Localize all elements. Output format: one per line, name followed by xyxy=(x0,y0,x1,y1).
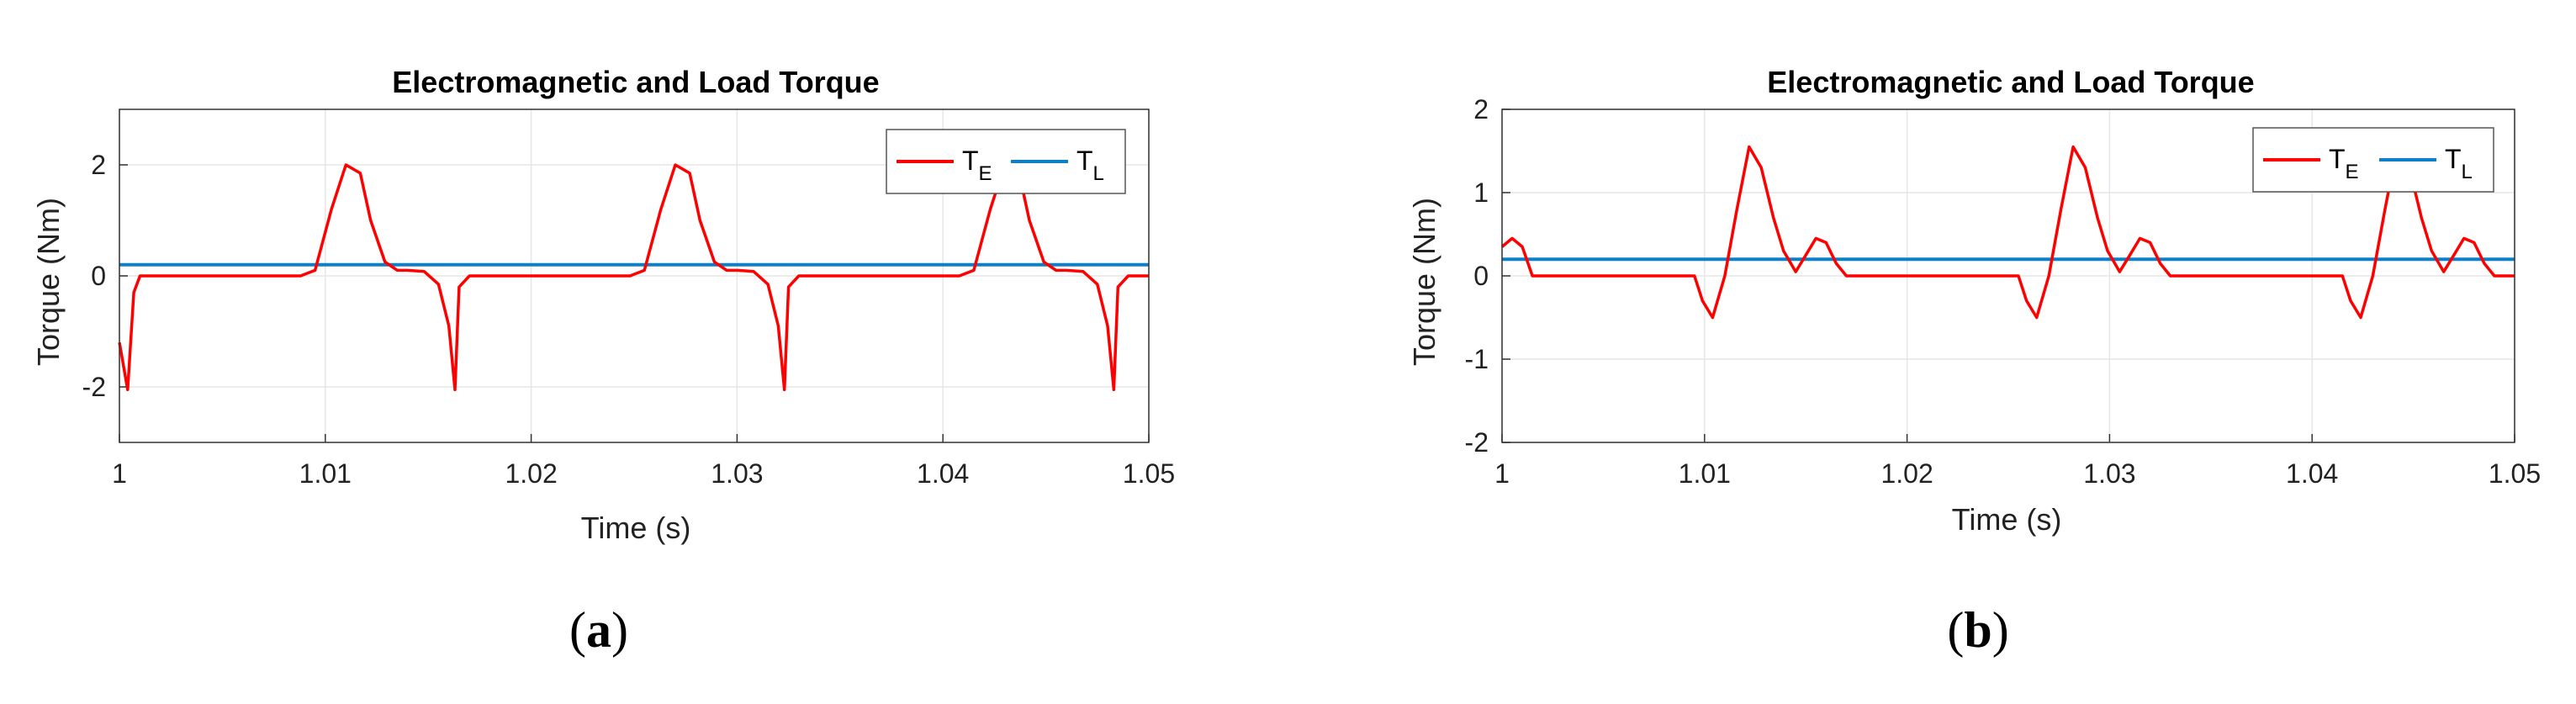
legend-te-label: TE xyxy=(962,146,992,185)
caption-b: (b) xyxy=(1947,602,2009,658)
y-tick-label: -1 xyxy=(1465,344,1489,374)
x-tick-label: 1.03 xyxy=(2083,458,2135,489)
x-tick-label: 1.02 xyxy=(505,458,557,489)
legend: TE TL xyxy=(886,129,1126,194)
legend-te-label: TE xyxy=(2329,144,2359,183)
y-tick-labels: 2 0 -2 xyxy=(82,150,106,402)
series-line-t-e xyxy=(1500,145,2515,320)
legend-tl-label: TL xyxy=(1076,146,1104,185)
plot-frame xyxy=(1501,109,2515,443)
y-tick-label: 2 xyxy=(91,150,106,180)
caption-a: (a) xyxy=(569,602,628,658)
plot-frame xyxy=(119,109,1150,443)
x-tick-label: 1.05 xyxy=(1123,458,1175,489)
legend-tl-label: TL xyxy=(2445,144,2473,183)
y-tick-label: -2 xyxy=(1465,427,1489,458)
chart-title: Electromagnetic and Load Torque xyxy=(392,65,879,99)
chart-panel-a: Electromagnetic and Load Torque 1 1.01 1.0… xyxy=(31,65,1175,545)
x-axis-label: Time (s) xyxy=(581,511,691,545)
x-tick-label: 1 xyxy=(112,458,127,489)
y-axis-label: Torque (Nm) xyxy=(1407,198,1441,366)
y-tick-label: -2 xyxy=(82,372,106,402)
series-layer xyxy=(1500,145,2515,320)
x-tick-label: 1 xyxy=(1494,458,1510,489)
x-axis-label: Time (s) xyxy=(1952,502,2062,537)
y-tick-label: 0 xyxy=(91,261,106,291)
legend: TE TL xyxy=(2252,127,2494,193)
x-tick-label: 1.01 xyxy=(1679,458,1731,489)
y-tick-label: 2 xyxy=(1473,94,1489,124)
chart-title: Electromagnetic and Load Torque xyxy=(1767,65,2254,99)
x-tick-label: 1.05 xyxy=(2489,458,2541,489)
x-tick-labels: 1 1.01 1.02 1.03 1.04 1.05 xyxy=(1494,458,2541,489)
x-tick-label: 1.01 xyxy=(299,458,352,489)
series-layer xyxy=(118,163,1149,392)
y-axis-label: Torque (Nm) xyxy=(31,198,66,366)
x-tick-label: 1.03 xyxy=(711,458,763,489)
y-tick-labels: 2 1 0 -1 -2 xyxy=(1465,94,1489,458)
series-line-t-e xyxy=(118,163,1149,392)
x-tick-label: 1.04 xyxy=(2286,458,2338,489)
x-tick-labels: 1 1.01 1.02 1.03 1.04 1.05 xyxy=(112,458,1175,489)
x-tick-label: 1.02 xyxy=(1880,458,1933,489)
y-tick-label: 1 xyxy=(1473,177,1489,208)
chart-panel-b: Electromagnetic and Load Torque 1 1.01 1.0… xyxy=(1407,65,2541,537)
y-tick-label: 0 xyxy=(1473,261,1489,291)
x-tick-label: 1.04 xyxy=(917,458,969,489)
